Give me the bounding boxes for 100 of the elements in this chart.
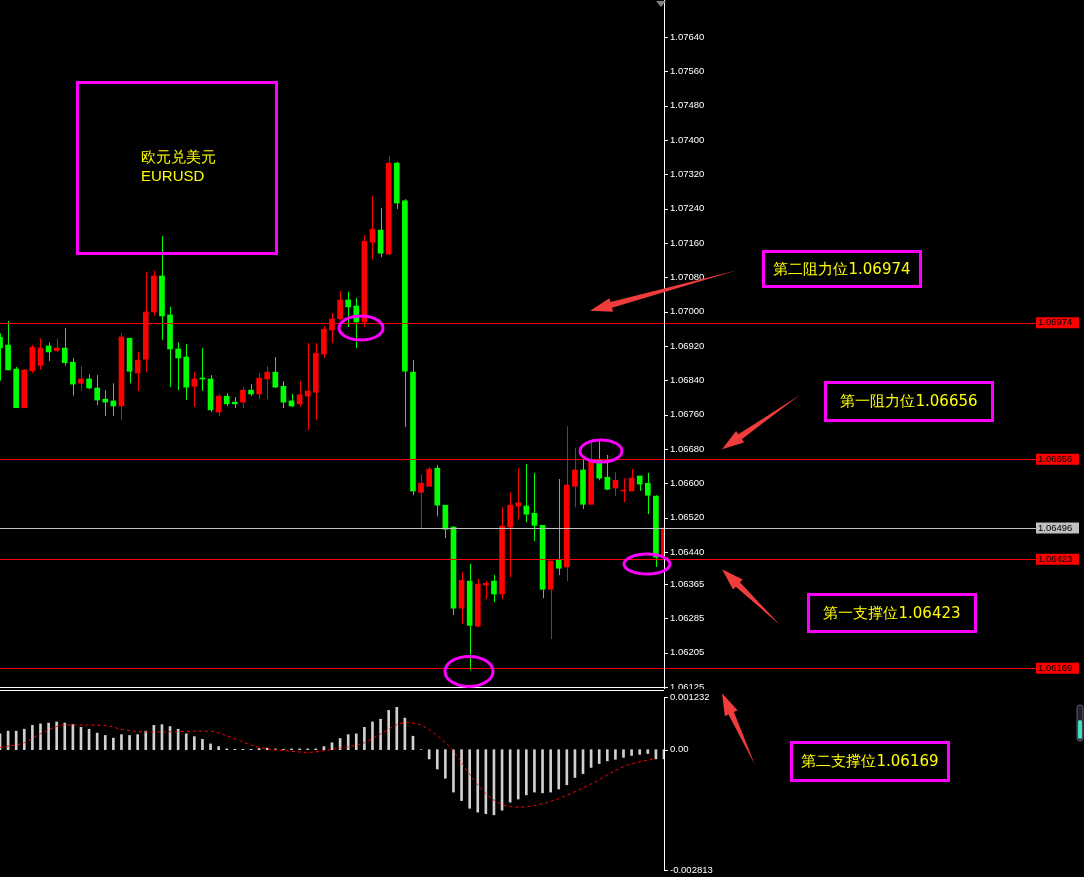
bar [184,733,188,751]
candlestick [531,472,538,542]
y-tick-label: 1.06760 [670,408,705,420]
bar [452,749,455,793]
text: 第一阻力位1.06656 [824,381,994,422]
candlestick [337,290,343,321]
bar [136,734,139,751]
bar [128,735,131,751]
bar [387,710,391,751]
y-tick-label: 1.06600 [670,476,705,488]
ref-line-label: 1.06169 [1038,661,1073,673]
candlestick [604,454,611,491]
bar [63,722,67,751]
bar [525,749,528,796]
candlestick [61,327,68,367]
bar [630,749,633,756]
bar [31,725,34,751]
bar [39,723,42,751]
y-tick-label: 0.00 [670,743,689,755]
y-tick-label: 1.06125 [670,680,705,692]
y-tick-label: 1.07480 [670,99,705,111]
bar [144,730,148,751]
candlestick [94,374,100,406]
bar [22,728,26,751]
bar [557,749,561,790]
candlestick [644,472,651,515]
y-tick-label: 1.06520 [670,511,705,523]
candlestick [256,372,262,400]
y-tick-label: 1.06365 [670,577,705,589]
candlestick [418,473,424,529]
bar [622,749,625,758]
candlestick [70,357,76,397]
candlestick [426,466,432,487]
y-tick-label: 1.07240 [670,202,705,214]
bar [549,749,552,793]
bar [354,733,358,751]
bar [47,722,50,751]
y-tick-label: 1.06920 [670,339,705,351]
bar [112,737,115,751]
bar [201,738,204,751]
y-tick-label: 0.001232 [670,690,710,702]
bar [217,746,220,751]
text: 第二支撑位1.06169 [790,741,950,782]
text: 第二阻力位1.06974 [762,250,922,288]
bar [103,735,107,751]
candlestick [304,342,311,431]
bar [95,732,99,751]
bar [533,749,536,793]
bar [444,749,447,779]
bar [605,749,609,762]
y-tick-label: 1.07320 [670,167,705,179]
candlestick [523,463,530,523]
bar [476,749,480,813]
y-tick-label: 1.07560 [670,64,705,76]
bar [209,743,212,751]
bar [371,721,374,751]
y-tick-label: 1.06205 [670,646,705,658]
candlestick [272,356,279,389]
bar [541,749,544,794]
bar [379,718,382,751]
bar [468,749,471,809]
ref-line-label: 1.06656 [1038,452,1073,464]
bar [460,749,463,801]
y-tick-label: -0.002813 [670,863,713,875]
candlestick [264,365,271,400]
candlestick [345,291,352,328]
candlestick [175,342,181,391]
text: 欧元兑美元 [141,148,216,167]
ref-line-label: 1.06974 [1038,316,1073,328]
y-tick-label: 1.07080 [670,270,705,282]
bar [55,721,59,751]
bar [565,749,569,786]
y-tick-label: 1.07000 [670,305,705,317]
bar [120,734,123,751]
y-tick-label: 1.06285 [670,612,705,624]
ref-line-label: 1.06423 [1038,552,1073,564]
bar [14,730,18,751]
y-tick-label: 1.07640 [670,30,705,42]
text: 第一支撑位1.06423 [807,593,977,633]
ref-line-label: 1.06496 [1038,521,1073,533]
y-tick-label: 1.06440 [670,545,705,557]
bar [516,749,520,800]
bar [638,749,642,755]
bar [597,749,601,764]
candlestick [240,386,246,409]
candlestick [491,574,497,603]
bar [395,706,399,751]
candlestick [483,580,489,600]
bar [646,749,650,754]
candlestick [78,365,84,392]
bar [427,749,431,760]
bar [346,734,350,751]
bar [614,749,617,760]
text: EURUSD [141,167,205,184]
y-tick-label: 1.06680 [670,442,705,454]
y-tick-label: 1.06840 [670,373,705,385]
bar [193,736,196,751]
candlestick [555,478,562,576]
bar [435,749,439,770]
bar [363,726,366,751]
